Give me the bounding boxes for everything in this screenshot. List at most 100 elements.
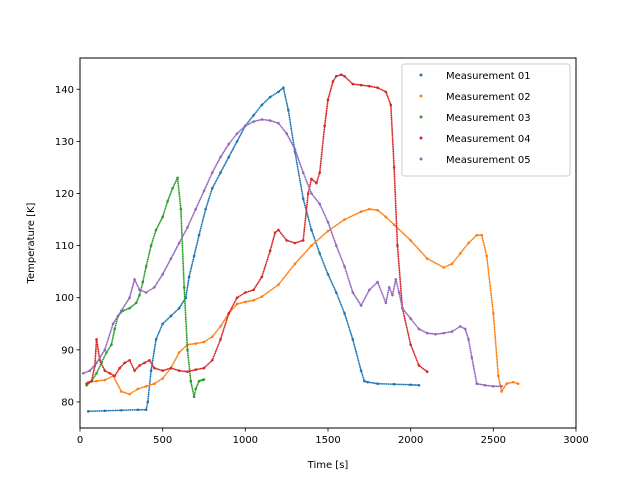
data-point (293, 147, 297, 151)
data-point-interp (146, 260, 149, 263)
data-point-interp (148, 249, 151, 252)
data-point-interp (304, 251, 307, 254)
data-point-interp (287, 111, 290, 113)
data-point-interp (271, 241, 274, 244)
data-point-interp (488, 281, 491, 284)
data-point-interp (489, 290, 492, 293)
data-point-interp (206, 183, 208, 186)
data-point-interp (194, 248, 197, 250)
data-point-interp (289, 123, 292, 126)
data-point-interp (130, 362, 133, 365)
data-point-interp (111, 338, 114, 341)
data-point-interp (158, 222, 161, 225)
data-point-interp (395, 282, 398, 285)
data-point-interp (325, 107, 328, 110)
data-point-interp (395, 230, 398, 232)
data-point-interp (307, 248, 309, 251)
data-point-interp (181, 255, 184, 258)
data-point-interp (127, 409, 130, 411)
data-point-interp (337, 74, 339, 77)
data-point-interp (115, 371, 118, 374)
data-point-interp (477, 383, 480, 385)
data-point-interp (234, 143, 237, 146)
data-point-interp (405, 311, 407, 314)
data-point (310, 244, 313, 247)
data-point-interp (108, 346, 111, 349)
data-point-interp (487, 271, 490, 274)
data-point-interp (253, 112, 256, 115)
data-point-interp (398, 228, 401, 231)
data-point-interp (453, 259, 456, 262)
data-point-interp (165, 318, 168, 321)
data-point-interp (220, 336, 222, 339)
data-point-interp (93, 375, 96, 378)
data-point-interp (356, 354, 358, 356)
data-point-interp (361, 373, 364, 376)
data-point-interp (217, 174, 220, 177)
data-point-interp (373, 382, 376, 385)
data-point-interp (183, 293, 186, 296)
data-point-interp (410, 345, 413, 348)
data-point (260, 103, 264, 107)
data-point-interp (329, 88, 332, 91)
data-point-interp (228, 310, 231, 313)
data-point-interp (464, 246, 466, 249)
data-point (409, 343, 412, 346)
data-point-interp (237, 302, 240, 305)
data-point-interp (462, 248, 465, 250)
data-point-interp (269, 248, 272, 251)
data-point-interp (322, 262, 325, 265)
data-point-interp (387, 218, 390, 221)
data-point-interp (429, 332, 432, 335)
data-point-interp (198, 232, 201, 235)
data-point-interp (330, 85, 333, 88)
data-point-interp (181, 348, 183, 351)
data-point-interp (221, 153, 224, 156)
data-point (120, 390, 123, 393)
data-point-interp (394, 184, 396, 187)
y-axis-label: Temperature [K] (26, 202, 37, 284)
data-point-interp (309, 223, 311, 226)
data-point-interp (487, 267, 490, 270)
data-point-interp (322, 137, 325, 140)
data-point-interp (408, 340, 411, 343)
data-point (144, 291, 148, 294)
data-point (128, 392, 131, 396)
data-point-interp (406, 383, 408, 386)
data-point-interp (394, 206, 397, 209)
data-point-interp (234, 299, 237, 302)
data-point-interp (218, 340, 221, 343)
data-point-interp (492, 314, 495, 317)
data-point-interp (181, 244, 184, 247)
data-point-interp (488, 278, 491, 281)
data-point-interp (395, 213, 398, 216)
data-point (326, 272, 330, 276)
data-point-interp (183, 280, 185, 283)
data-point-interp (489, 289, 492, 291)
data-point-interp (393, 285, 396, 288)
data-point-interp (396, 241, 399, 243)
data-point-interp (422, 253, 425, 256)
data-point (315, 181, 318, 185)
data-point-interp (461, 326, 463, 329)
data-point-interp (486, 256, 488, 259)
data-point-interp (216, 347, 218, 349)
data-point-interp (472, 367, 475, 369)
data-point (511, 380, 515, 384)
data-point (202, 340, 206, 344)
data-point-interp (182, 271, 185, 274)
data-point-interp (365, 209, 367, 212)
data-point-interp (94, 355, 97, 358)
data-point-interp (402, 312, 405, 315)
data-point-interp (333, 239, 336, 242)
data-point-interp (182, 268, 185, 271)
data-point (161, 272, 164, 276)
data-point-interp (359, 366, 362, 369)
data-point-interp (495, 353, 498, 356)
data-point-interp (316, 180, 318, 183)
data-point-interp (140, 289, 143, 292)
data-point-interp (222, 328, 225, 330)
data-point-interp (324, 214, 326, 217)
data-point-interp (286, 104, 289, 106)
data-point-interp (390, 112, 393, 115)
